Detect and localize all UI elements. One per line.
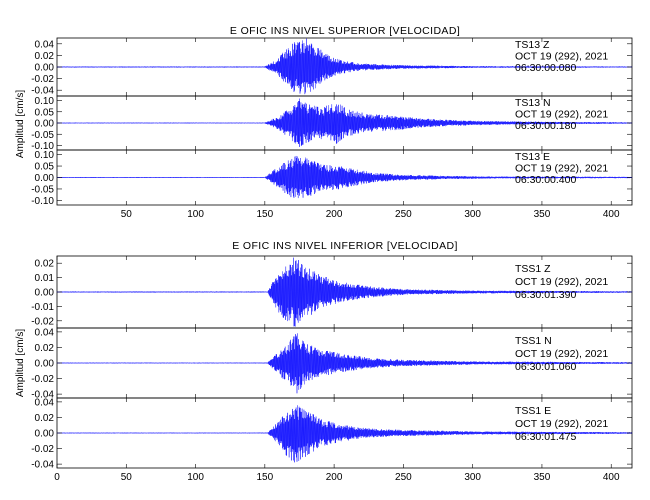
y-tick-label: 0.05	[35, 107, 55, 118]
y-tick-label: 0.00	[35, 63, 55, 74]
panel-nivel-superior: E OFIC INS NIVEL SUPERIOR [VELOCIDAD] Am…	[15, 25, 633, 220]
y-tick-label: 0.05	[35, 162, 55, 173]
y-axis-label-superior: Amplitud [cm/s]	[15, 90, 26, 159]
y-tick-label: -0.05	[31, 184, 54, 195]
x-tick-label: 250	[395, 472, 412, 483]
y-tick-label: 0.10	[35, 150, 55, 161]
x-tick-label: 50	[121, 472, 133, 483]
y-tick-label: -0.02	[31, 374, 54, 385]
x-tick-label: 150	[256, 209, 273, 220]
y-tick-label: -0.05	[31, 130, 54, 141]
x-tick-label: 200	[326, 209, 343, 220]
x-tick-label: 200	[326, 472, 343, 483]
start-time-label: 06:30:01.475	[515, 431, 576, 443]
y-tick-label: 0.02	[35, 413, 55, 424]
y-tick-label: 0.02	[35, 51, 55, 62]
y-tick-label: -0.10	[31, 196, 54, 207]
y-tick-label: -0.04	[31, 460, 54, 471]
y-tick-label: -0.04	[31, 86, 54, 97]
date-label: OCT 19 (292), 2021	[515, 163, 608, 175]
x-tick-label: 350	[534, 472, 551, 483]
date-label: OCT 19 (292), 2021	[515, 276, 608, 288]
panel-title-superior: E OFIC INS NIVEL SUPERIOR [VELOCIDAD]	[230, 25, 460, 37]
station-label: TSS1 Z	[515, 263, 551, 275]
y-tick-label: -0.04	[31, 390, 54, 401]
y-tick-label: 0.01	[35, 273, 55, 284]
y-axis-label-inferior: Amplitud [cm/s]	[15, 329, 26, 398]
waveform-line	[56, 405, 633, 463]
x-tick-label: 50	[121, 209, 133, 220]
y-tick-label: -0.01	[31, 302, 54, 313]
x-tick-label: 250	[395, 209, 412, 220]
x-tick-label: 100	[187, 209, 204, 220]
y-tick-label: 0.10	[35, 96, 55, 107]
x-tick-label: 150	[256, 472, 273, 483]
date-label: OCT 19 (292), 2021	[515, 109, 608, 121]
y-tick-label: 0.00	[35, 359, 55, 370]
date-label: OCT 19 (292), 2021	[515, 418, 608, 430]
start-time-label: 06:30:01.060	[515, 361, 576, 373]
y-tick-label: -0.10	[31, 141, 54, 152]
start-time-label: 06:30:00.080	[515, 62, 576, 74]
date-label: OCT 19 (292), 2021	[515, 51, 608, 63]
x-tick-label: 300	[464, 209, 481, 220]
start-time-label: 06:30:00.180	[515, 120, 576, 132]
station-label: TSS1 N	[515, 335, 552, 347]
station-label: TSS1 E	[515, 405, 551, 417]
y-tick-label: 0.00	[35, 288, 55, 299]
x-tick-label: 100	[187, 472, 204, 483]
date-label: OCT 19 (292), 2021	[515, 348, 608, 360]
x-tick-label: 350	[534, 209, 551, 220]
x-tick-label: 400	[603, 209, 620, 220]
x-tick-label: 400	[603, 472, 620, 483]
y-tick-label: -0.02	[31, 316, 54, 327]
start-time-label: 06:30:00.400	[515, 174, 576, 186]
start-time-label: 06:30:01.390	[515, 289, 576, 301]
y-tick-label: 0.04	[35, 39, 55, 50]
waveform-line	[56, 38, 633, 95]
x-tick-label: 300	[464, 472, 481, 483]
y-tick-label: 0.00	[35, 173, 55, 184]
y-tick-label: 0.04	[35, 327, 55, 338]
waveform-line	[56, 155, 633, 199]
station-label: TS13 Z	[515, 39, 550, 51]
y-tick-label: -0.02	[31, 444, 54, 455]
waveform-line	[56, 257, 633, 327]
y-tick-label: 0.02	[35, 343, 55, 354]
waveform-line	[56, 98, 633, 147]
panel-title-inferior: E OFIC INS NIVEL INFERIOR [VELOCIDAD]	[232, 240, 458, 252]
y-tick-label: -0.02	[31, 74, 54, 85]
panel-nivel-inferior: E OFIC INS NIVEL INFERIOR [VELOCIDAD] Am…	[15, 240, 633, 483]
y-tick-label: 0.04	[35, 397, 55, 408]
y-tick-label: 0.02	[35, 259, 55, 270]
station-label: TS13 E	[515, 151, 550, 163]
waveform-line	[56, 333, 633, 394]
y-tick-label: 0.00	[35, 429, 55, 440]
y-tick-label: 0.00	[35, 119, 55, 130]
x-tick-label: 0	[54, 472, 60, 483]
station-label: TS13 N	[515, 97, 551, 109]
